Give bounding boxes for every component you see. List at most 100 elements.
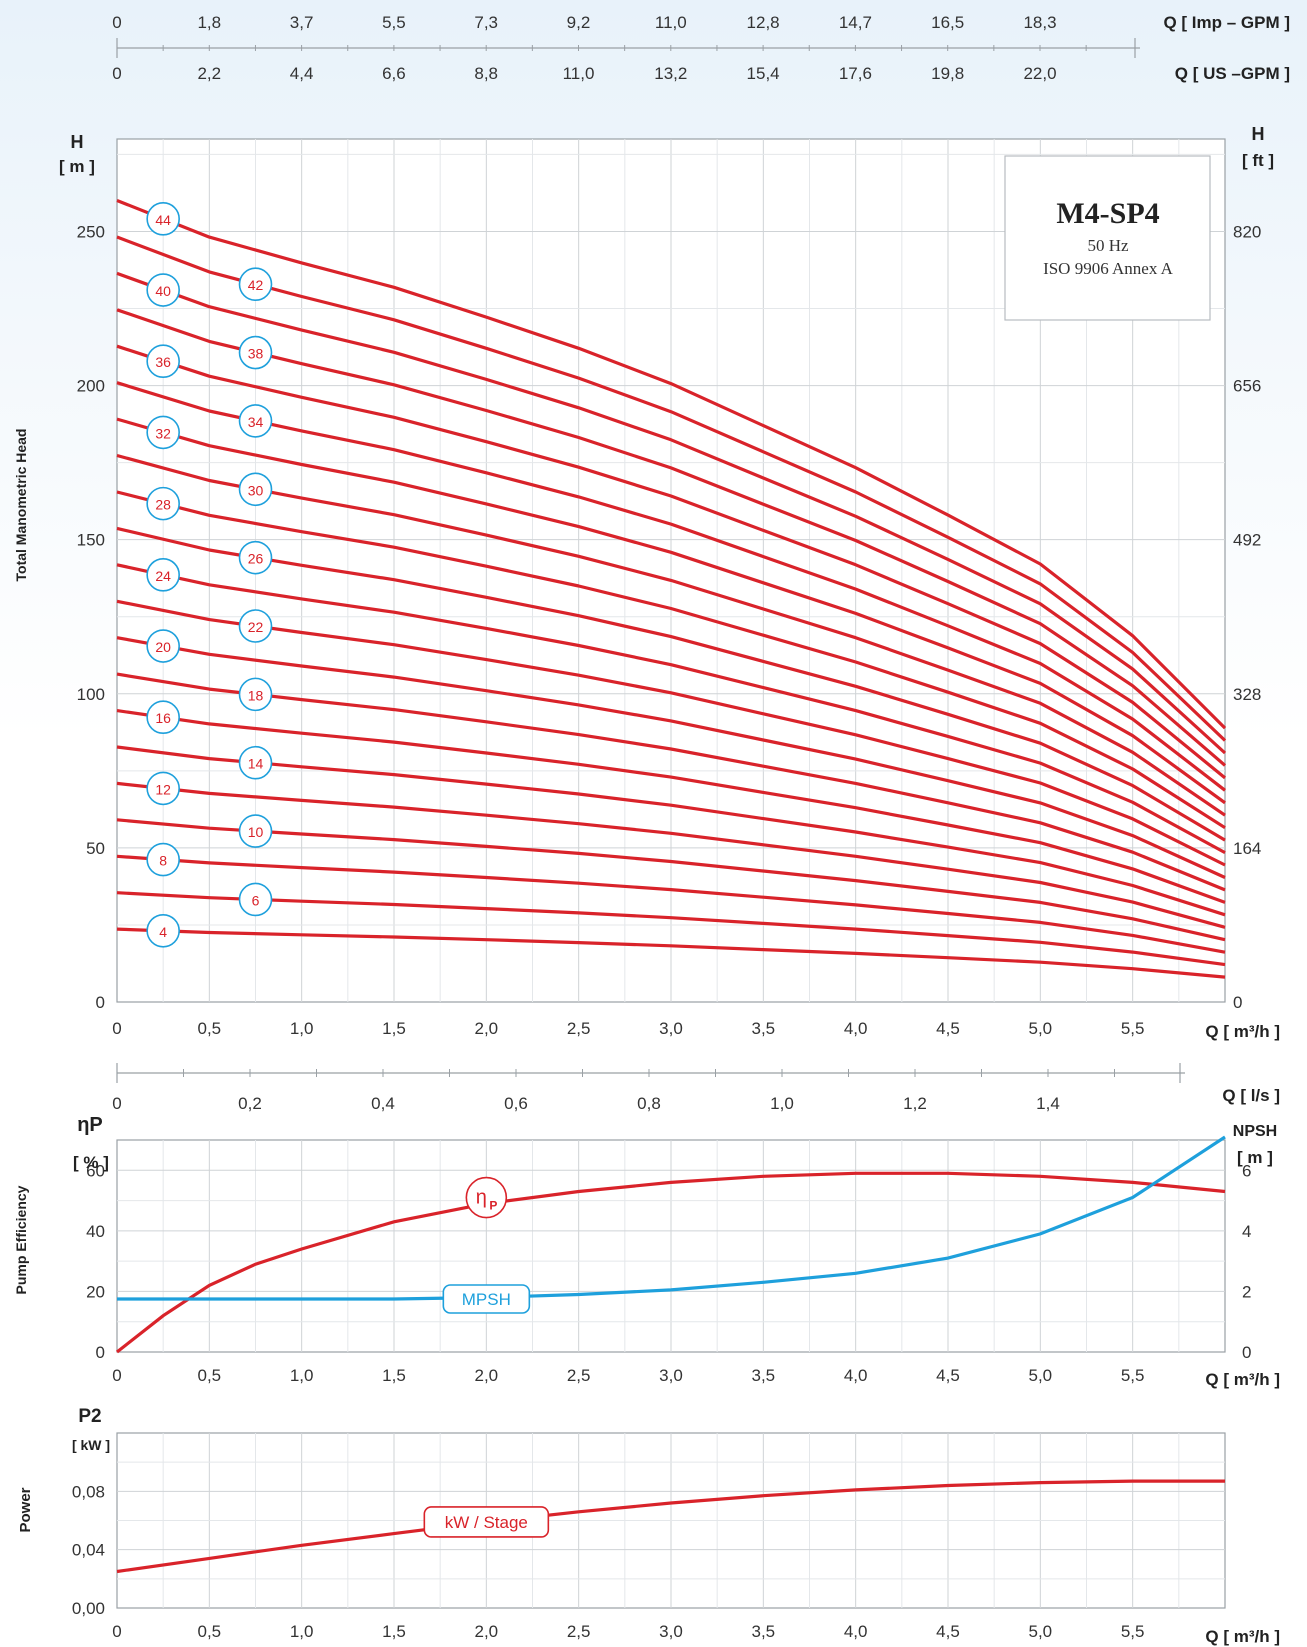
q-m3h-tick: 1,0 [290, 1366, 314, 1385]
q-m3h-tick: 5,5 [1121, 1622, 1145, 1641]
efficiency-badge-label: η [476, 1187, 487, 1209]
npsh-unit-right: NPSH [1233, 1123, 1277, 1140]
power-kw-tick: 0,04 [72, 1541, 105, 1560]
stage-badge-36 [146, 344, 180, 379]
stage-label-30: 30 [248, 482, 264, 498]
q-m3h-tick: 4,0 [844, 1366, 868, 1385]
q-m3h-tick: 4,0 [844, 1019, 868, 1038]
npsh-badge-label: MPSH [462, 1290, 511, 1309]
stage-badge-24 [146, 558, 180, 592]
stage-curve-10 [116, 818, 1226, 942]
power-kw-tick: 0,08 [72, 1482, 105, 1501]
head-ft-tick: 656 [1233, 377, 1261, 396]
stage-curve-16 [116, 709, 1226, 904]
us-gpm-tick: 17,6 [839, 64, 872, 83]
stage-curve-12 [116, 781, 1226, 929]
head-unit-right-sub: [ ft ] [1242, 151, 1274, 170]
imp-gpm-tick: 11,0 [655, 13, 687, 32]
stage-curve-8 [116, 854, 1226, 954]
stage-label-44: 44 [155, 212, 171, 228]
stage-curve-28 [116, 490, 1226, 830]
us-gpm-axis-label: Q [ US –GPM ] [1175, 64, 1290, 83]
model-name: M4-SP4 [1056, 197, 1159, 230]
q-m3h-tick: 2,5 [567, 1366, 591, 1385]
stage-badge-18 [238, 677, 273, 712]
npsh-m-tick: 4 [1242, 1222, 1251, 1241]
model-legend-box [1004, 155, 1211, 321]
q-m3h-tick: 1,0 [290, 1019, 314, 1038]
power-badge-label: kW / Stage [445, 1513, 528, 1532]
stage-label-24: 24 [155, 568, 171, 584]
head-ft-tick: 820 [1233, 222, 1261, 241]
us-gpm-tick: 0 [112, 64, 121, 83]
power-kw-tick: 0,00 [72, 1599, 105, 1618]
us-gpm-tick: 13,2 [654, 64, 687, 83]
stage-label-28: 28 [155, 497, 171, 513]
q-m3h-tick: 2,5 [567, 1019, 591, 1038]
q-m3h-tick: 1,5 [382, 1622, 406, 1641]
stage-label-4: 4 [159, 924, 167, 940]
head-ft-tick: 164 [1233, 839, 1261, 858]
stage-curve-40 [116, 271, 1227, 755]
stage-curve-44 [116, 199, 1227, 730]
stage-badge-6 [238, 882, 273, 917]
stage-label-20: 20 [155, 639, 171, 655]
stage-label-40: 40 [155, 283, 171, 299]
stage-badge-42 [238, 267, 273, 301]
npsh-curve [117, 1135, 1226, 1301]
eff-pct-tick: 0 [96, 1343, 105, 1362]
us-gpm-tick: 4,4 [290, 64, 314, 83]
q-m3h-axis-label: Q [ m³/h ] [1205, 1370, 1280, 1389]
npsh-m-tick: 6 [1242, 1161, 1251, 1180]
q-m3h-tick: 5,5 [1121, 1366, 1145, 1385]
stage-badge-22 [238, 609, 273, 643]
q-m3h-tick: 3,0 [659, 1622, 683, 1641]
q-m3h-axis-label: Q [ m³/h ] [1205, 1627, 1280, 1646]
q-m3h-tick: 1,5 [382, 1019, 406, 1038]
efficiency-curve [116, 1171, 1226, 1354]
stage-curve-20 [116, 636, 1226, 879]
imp-gpm-tick: 7,3 [474, 13, 498, 32]
model-standard: ISO 9906 Annex A [1043, 259, 1174, 278]
us-gpm-tick: 15,4 [747, 64, 780, 83]
imp-gpm-tick: 14,7 [839, 13, 872, 32]
us-gpm-tick: 19,8 [931, 64, 964, 83]
ls-tick: 0,2 [238, 1094, 262, 1113]
ls-tick: 0,4 [371, 1094, 395, 1113]
power-unit-left: P2 [78, 1406, 101, 1427]
stage-curve-34 [116, 381, 1226, 792]
stage-badge-10 [238, 814, 273, 848]
us-gpm-tick: 6,6 [382, 64, 406, 83]
stage-label-16: 16 [155, 710, 171, 726]
q-m3h-tick: 1,5 [382, 1366, 406, 1385]
stage-curve-14 [116, 745, 1226, 917]
power-unit-left-sub: [ kW ] [72, 1437, 110, 1453]
stage-badge-30 [238, 472, 273, 507]
q-m3h-tick: 1,0 [290, 1622, 314, 1641]
stage-label-8: 8 [159, 853, 167, 869]
eff-pct-tick: 20 [86, 1282, 105, 1301]
stage-label-38: 38 [248, 346, 264, 362]
q-m3h-tick: 0,5 [198, 1622, 222, 1641]
head-m-tick: 200 [77, 377, 105, 396]
stage-label-12: 12 [155, 781, 171, 797]
q-m3h-tick: 0,5 [198, 1366, 222, 1385]
ls-tick: 0,6 [504, 1094, 528, 1113]
q-m3h-tick: 3,5 [752, 1366, 776, 1385]
stage-curve-4 [116, 927, 1226, 979]
q-m3h-tick: 4,5 [936, 1366, 960, 1385]
q-m3h-tick: 3,5 [752, 1019, 776, 1038]
stage-badge-44 [146, 202, 180, 236]
efficiency-badge-sub: P [489, 1199, 497, 1213]
stage-badge-28 [146, 486, 180, 521]
stage-label-26: 26 [248, 551, 264, 567]
q-m3h-tick: 3,0 [659, 1019, 683, 1038]
model-frequency: 50 Hz [1087, 236, 1129, 255]
q-m3h-tick: 5,0 [1029, 1366, 1053, 1385]
stage-curve-38 [116, 308, 1227, 767]
head-ft-tick: 492 [1233, 531, 1261, 550]
ls-tick: 1,4 [1036, 1094, 1060, 1113]
stage-label-42: 42 [248, 277, 264, 293]
imp-gpm-tick: 12,8 [747, 13, 780, 32]
